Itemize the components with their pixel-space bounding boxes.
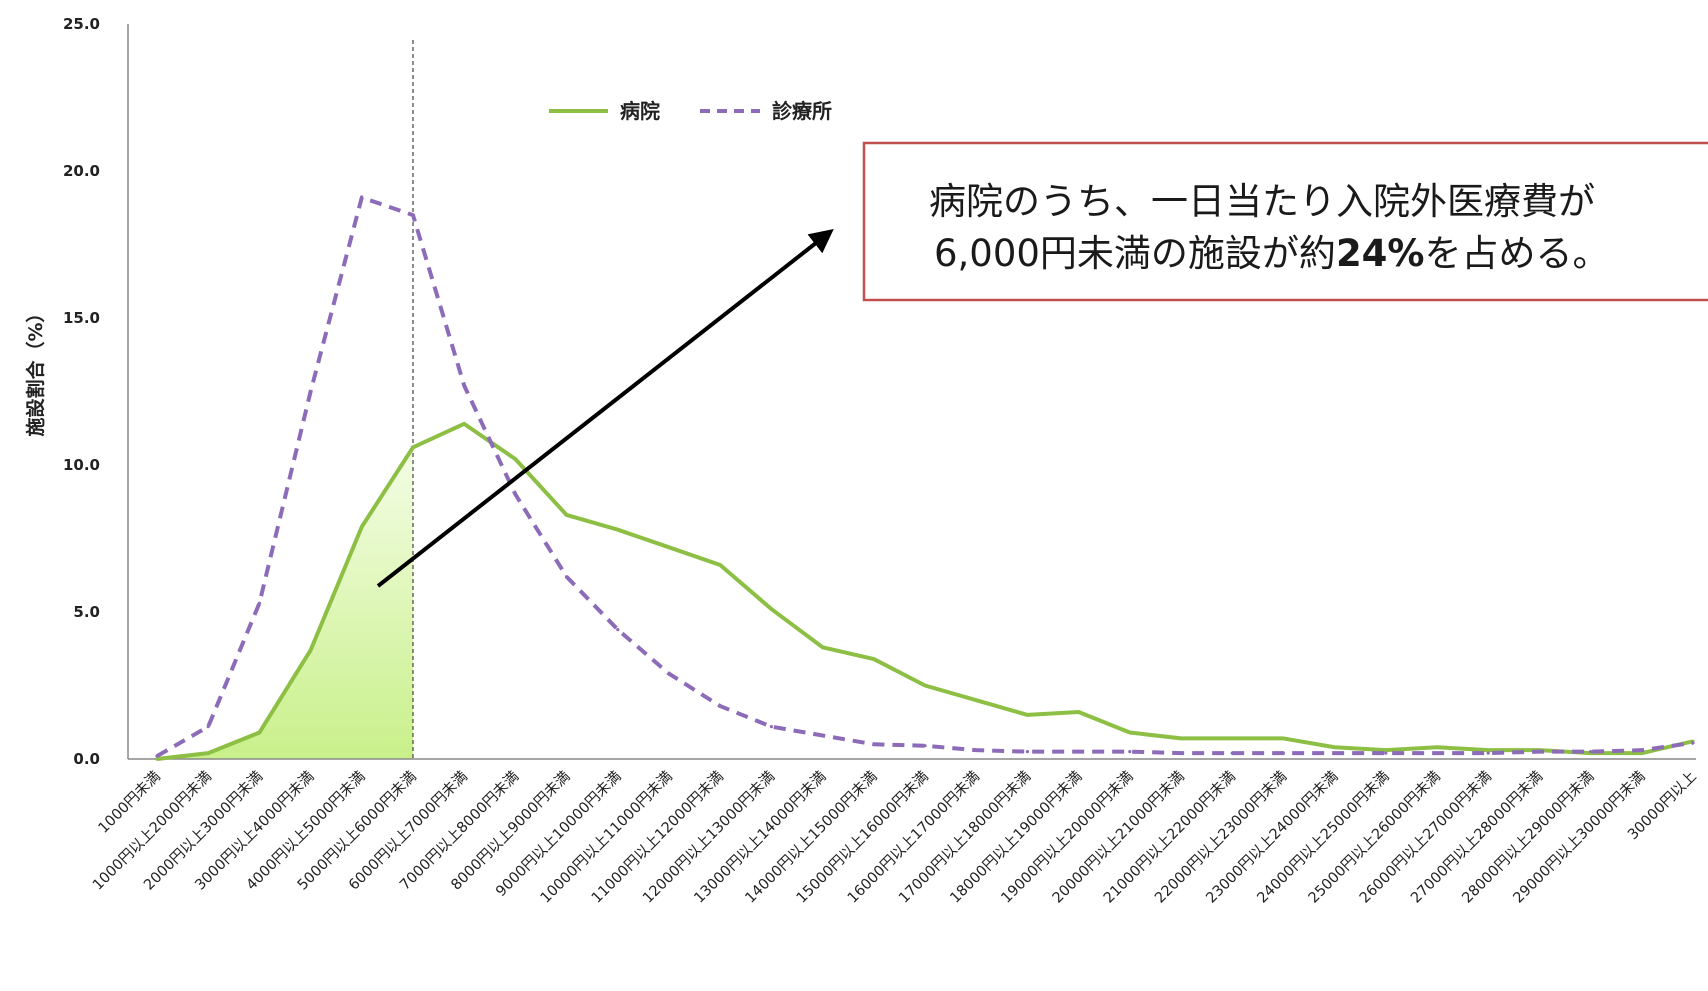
hospital-point (1128, 730, 1132, 735)
clinic-point (155, 754, 159, 758)
clinic-point (1589, 750, 1593, 754)
hospital-point (411, 445, 415, 449)
clinic-point (1640, 748, 1644, 752)
clinic-point (1230, 751, 1234, 755)
annotation-box: 病院のうち、一日当たり入院外医療費が 6,000円未満の施設が約24%を占める。 (862, 141, 1708, 302)
clinic-point (1281, 751, 1285, 755)
hospital-point (1384, 748, 1388, 752)
legend-label-hospital: 病院 (620, 99, 660, 123)
clinic-point (1486, 751, 1490, 755)
hospital-point (513, 457, 518, 461)
hospital-point (667, 545, 671, 549)
hospital-point (462, 422, 466, 426)
hospital-point (1640, 751, 1644, 755)
clinic-point (309, 389, 313, 394)
hospital-point (257, 730, 261, 735)
clinic-point (1128, 750, 1132, 754)
clinic-point (821, 733, 825, 738)
clinic-point (257, 601, 261, 605)
clinic-point (565, 575, 569, 579)
clinic-point (923, 744, 927, 748)
annotation-line-1: 病院のうち、一日当たり入院外医療費が (929, 180, 1595, 223)
series-lines (155, 195, 1695, 761)
hospital-point (360, 525, 364, 529)
clinic-point (769, 725, 774, 729)
y-tick-label: 15.0 (63, 309, 100, 327)
clinic-point (667, 672, 671, 676)
clinic-point (616, 628, 620, 632)
y-tick-label: 10.0 (63, 456, 100, 474)
clinic-point (974, 748, 978, 752)
hospital-point (718, 563, 722, 567)
hospital-point (1281, 736, 1285, 741)
clinic-point (1333, 751, 1337, 755)
clinic-point (1537, 750, 1541, 754)
clinic-point (513, 492, 518, 496)
y-tick-labels: 0.0 5.0 10.0 15.0 20.0 25.0 (63, 15, 100, 768)
annotation-line-2: 6,000円未満の施設が約24%を占める。 (934, 232, 1610, 275)
hospital-point (872, 657, 876, 661)
clinic-point (360, 195, 364, 200)
clinic-point (462, 384, 466, 388)
hospital-point (974, 698, 978, 702)
hospital-point (1077, 710, 1081, 714)
clinic-point (1384, 751, 1388, 755)
legend-label-clinic: 診療所 (772, 99, 832, 123)
clinic-point (1435, 751, 1439, 755)
axes (127, 24, 1696, 760)
legend: 病院 診療所 (549, 99, 832, 123)
clinic-point (718, 704, 722, 708)
shaded-area-layer (157, 447, 413, 759)
clinic-point (411, 213, 415, 217)
hospital-point (769, 607, 774, 611)
x-tick-labels: 1000円未満1000円以上2000円未満2000円以上3000円未満3000円… (89, 768, 1700, 907)
hospital-point (1333, 745, 1337, 749)
hospital-point (1435, 745, 1439, 749)
hospital-point (565, 513, 569, 517)
hospital-point (821, 645, 825, 649)
clinic-point (1179, 751, 1183, 755)
hospital-point (1179, 736, 1183, 741)
hospital-point (1230, 736, 1234, 741)
clinic-point (1077, 750, 1081, 754)
hospital-point (309, 648, 313, 652)
hospital-point (616, 528, 620, 532)
annotation-arrow (376, 229, 834, 588)
y-tick-label: 25.0 (63, 15, 100, 33)
clinic-point (206, 725, 210, 729)
clinic-point (1025, 750, 1029, 754)
y-tick-label: 20.0 (63, 162, 100, 180)
hospital-point (923, 683, 927, 688)
y-tick-label: 5.0 (73, 603, 100, 621)
clinic-point (1691, 741, 1695, 745)
y-axis-label: 施設割合（%） (24, 303, 47, 436)
hospital-point (155, 757, 159, 761)
shaded-area (157, 447, 413, 759)
y-tick-label: 0.0 (73, 750, 100, 768)
hospital-point (1486, 748, 1490, 752)
hospital-point (1025, 713, 1029, 717)
hospital-point (206, 751, 210, 755)
clinic-point (872, 742, 876, 746)
